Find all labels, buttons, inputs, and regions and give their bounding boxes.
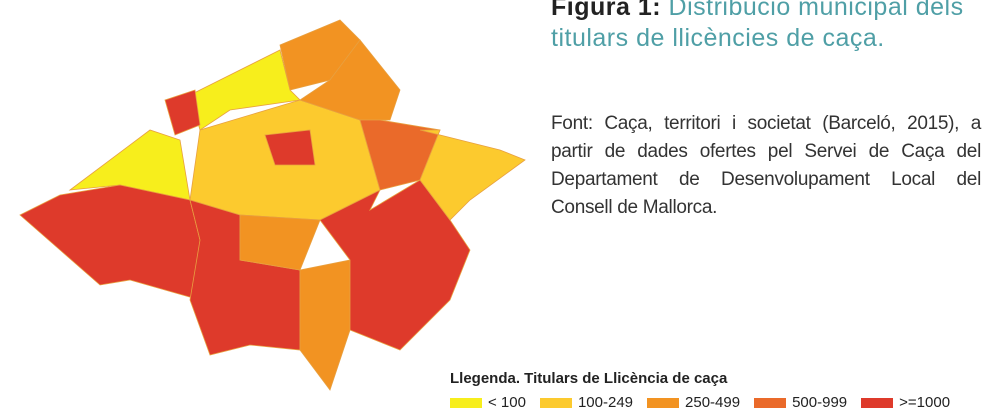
region <box>359 119 441 191</box>
legend-item: < 100 <box>450 394 526 411</box>
region <box>164 89 201 136</box>
legend-swatch <box>647 397 680 408</box>
legend-item: 100-249 <box>539 394 634 411</box>
map <box>19 19 526 391</box>
legend-swatch <box>450 397 482 408</box>
caption: Font: Caça, territori i societat (Barcel… <box>551 113 981 218</box>
legend-label: 100-249 <box>577 394 634 411</box>
legend-swatch <box>861 397 894 408</box>
legend-item: 250-499 <box>647 394 740 411</box>
figure-title: Figura 1: Distribució municipal dels tit… <box>551 0 981 54</box>
legend-label: 500-999 <box>792 394 848 411</box>
legend: < 100 100-249 250-499 500-999 >=1000 <box>450 394 950 411</box>
legend-label: 250-499 <box>685 394 741 411</box>
legend-title: Llegenda. Titulars de Llicència de caça <box>450 370 728 387</box>
legend-label: < 100 <box>488 394 526 411</box>
legend-label: >=1000 <box>899 394 951 411</box>
region <box>419 129 526 221</box>
region <box>19 184 201 301</box>
region <box>68 129 191 201</box>
legend-item: 500-999 <box>754 394 847 411</box>
region <box>264 129 316 166</box>
figure-label: Figura 1: <box>551 0 662 21</box>
region <box>299 259 351 391</box>
region <box>239 214 321 271</box>
legend-swatch <box>539 397 572 408</box>
legend-item: >=1000 <box>861 394 950 411</box>
figure-title-text: Distribució municipal dels titulars de l… <box>551 0 964 52</box>
legend-swatch <box>754 397 787 408</box>
